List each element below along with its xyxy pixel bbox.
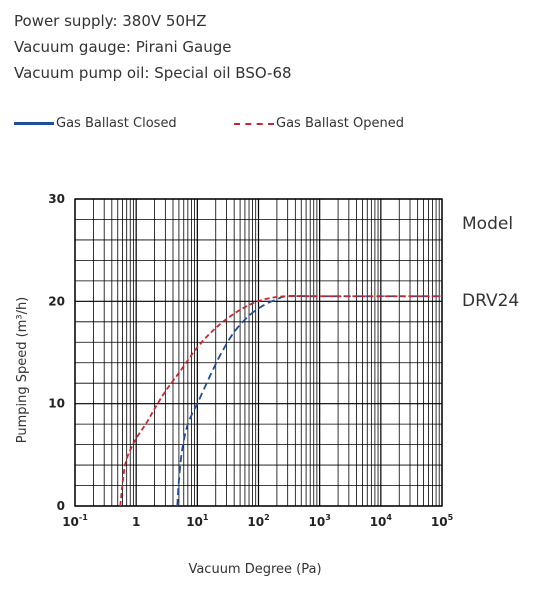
x-tick-label: 102: [247, 513, 269, 529]
legend-item-opened: Gas Ballast Opened: [234, 116, 404, 131]
x-tick-label: 104: [370, 513, 393, 529]
chart-legend: Gas Ballast Closed Gas Ballast Opened: [14, 116, 534, 138]
model-name: DRV24: [462, 291, 519, 311]
spec-list: Power supply: 380V 50HZ Vacuum gauge: Pi…: [14, 8, 292, 86]
legend-label-opened: Gas Ballast Opened: [276, 116, 404, 131]
series-line-gas-ballast-opened: [119, 295, 442, 507]
y-axis-title: Pumping Speed (m³/h): [15, 297, 30, 444]
legend-swatch-opened: [234, 122, 274, 125]
y-tick-label: 0: [57, 499, 65, 513]
y-tick-label: 30: [48, 192, 65, 206]
model-label: Model: [462, 214, 513, 234]
chart-series: [119, 295, 442, 507]
legend-swatch-closed: [14, 122, 54, 125]
chart-grid: [74, 198, 443, 507]
legend-label-closed: Gas Ballast Closed: [56, 116, 177, 131]
x-tick-label: 105: [431, 513, 454, 529]
x-axis-title: Vacuum Degree (Pa): [188, 562, 321, 577]
x-tick-label: 103: [309, 513, 331, 529]
plot-frame: [74, 198, 443, 507]
y-tick-label: 20: [48, 294, 65, 308]
x-tick-label: 10-1: [62, 513, 88, 529]
power-supply-spec: Power supply: 380V 50HZ: [14, 12, 207, 30]
vacuum-gauge-spec: Vacuum gauge: Pirani Gauge: [14, 38, 232, 56]
series-line-gas-ballast-closed: [176, 295, 442, 507]
y-tick-label: 10: [48, 397, 65, 411]
pump-oil-spec: Vacuum pump oil: Special oil BSO-68: [14, 64, 292, 82]
x-tick-label: 1: [132, 515, 140, 529]
x-tick-label: 101: [186, 513, 209, 529]
chart-axes: Model DRV24 Vacuum Degree (Pa) Pumping S…: [15, 192, 519, 577]
legend-item-closed: Gas Ballast Closed: [14, 116, 177, 131]
